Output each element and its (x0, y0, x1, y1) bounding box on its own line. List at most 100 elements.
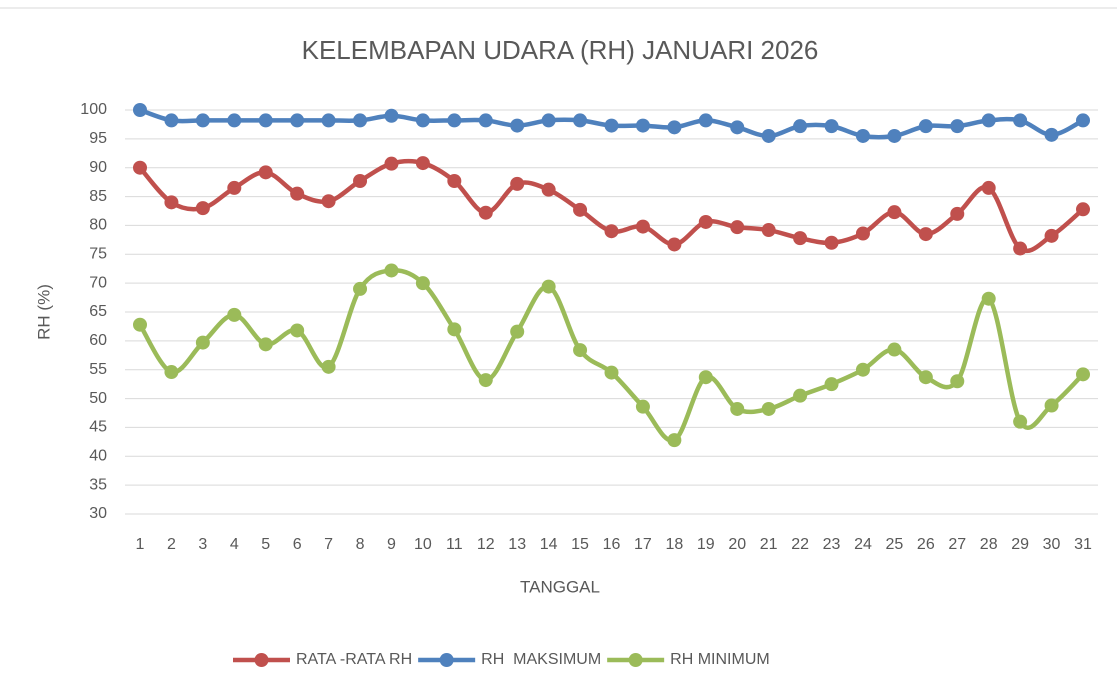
data-point (824, 235, 839, 250)
x-tick-label: 3 (198, 536, 207, 553)
data-point (1013, 241, 1028, 256)
y-tick-label: 55 (89, 361, 107, 378)
x-tick-label: 24 (854, 536, 872, 553)
y-tick-label: 30 (89, 505, 107, 522)
data-point (1044, 228, 1059, 243)
data-point (541, 182, 556, 197)
data-point (918, 119, 933, 134)
data-point (164, 195, 179, 210)
data-point (384, 108, 399, 123)
x-tick-label: 17 (634, 536, 652, 553)
data-point (133, 317, 147, 332)
x-tick-label: 27 (948, 536, 966, 553)
data-point (164, 365, 179, 380)
data-point (761, 223, 776, 238)
data-point (415, 156, 430, 171)
data-point (1076, 113, 1090, 128)
x-tick-label: 4 (230, 536, 239, 553)
x-tick-label: 1 (136, 536, 145, 553)
legend-label: RH MINIMUM (670, 651, 770, 668)
data-point (195, 201, 210, 216)
y-axis-title: RH (%) (34, 284, 53, 340)
data-point (793, 388, 808, 403)
legend-marker (254, 653, 269, 667)
y-tick-label: 75 (89, 246, 107, 263)
data-point (321, 359, 336, 374)
data-point (824, 377, 839, 392)
data-point (667, 120, 682, 135)
data-point (573, 202, 588, 217)
data-point (353, 173, 368, 188)
y-tick-label: 50 (89, 390, 107, 407)
x-tick-label: 30 (1043, 536, 1061, 553)
data-point (384, 263, 399, 278)
x-axis-title: TANGGAL (520, 577, 600, 596)
x-tick-label: 20 (728, 536, 746, 553)
legend-label: RH MAKSIMUM (481, 651, 601, 668)
data-point (824, 119, 839, 134)
y-tick-label: 40 (89, 448, 107, 465)
data-point (321, 113, 336, 128)
data-point (447, 322, 462, 337)
data-point (698, 113, 713, 128)
x-tick-label: 11 (446, 536, 463, 553)
chart-title: KELEMBAPAN UDARA (RH) JANUARI 2026 (302, 35, 819, 65)
data-point (887, 205, 902, 220)
data-point (510, 118, 525, 133)
y-tick-label: 80 (89, 217, 107, 234)
x-tick-label: 21 (760, 536, 778, 553)
data-point (667, 237, 682, 252)
data-point (195, 335, 210, 350)
legend-marker (439, 653, 454, 667)
data-point (478, 373, 493, 388)
data-point (1013, 414, 1028, 429)
data-point (698, 214, 713, 229)
data-point (855, 226, 870, 241)
data-point (164, 113, 179, 128)
data-point (1013, 113, 1028, 128)
data-point (635, 399, 650, 414)
x-tick-label: 26 (917, 536, 935, 553)
x-tick-label: 29 (1011, 536, 1029, 553)
y-tick-label: 95 (89, 130, 107, 147)
data-point (698, 370, 713, 385)
legend-label: RATA -RATA RH (296, 651, 412, 668)
x-tick-label: 10 (414, 536, 432, 553)
x-tick-label: 9 (387, 536, 396, 553)
y-tick-label: 60 (89, 332, 107, 349)
y-tick-label: 65 (89, 303, 107, 320)
y-tick-label: 35 (89, 476, 107, 493)
data-point (950, 206, 965, 221)
data-point (227, 113, 242, 128)
y-tick-label: 85 (89, 188, 107, 205)
data-point (447, 173, 462, 188)
data-point (793, 119, 808, 134)
x-tick-label: 8 (356, 536, 365, 553)
data-point (353, 113, 368, 128)
x-tick-label: 13 (508, 536, 526, 553)
data-point (604, 224, 619, 239)
series-line (138, 268, 1085, 443)
data-point (887, 128, 902, 143)
data-point (290, 323, 305, 338)
data-point (321, 194, 336, 209)
data-point (1076, 202, 1090, 217)
x-tick-label: 15 (571, 536, 589, 553)
x-tick-label: 14 (540, 536, 558, 553)
data-point (258, 113, 273, 128)
x-tick-label: 19 (697, 536, 715, 553)
data-point (950, 374, 965, 389)
data-point (1044, 127, 1059, 142)
x-tick-label: 16 (603, 536, 621, 553)
data-point (855, 362, 870, 377)
data-point (730, 220, 745, 235)
data-point (855, 128, 870, 143)
x-tick-label: 25 (886, 536, 904, 553)
x-tick-label: 23 (823, 536, 841, 553)
data-point (1076, 367, 1090, 382)
x-tick-label: 6 (293, 536, 302, 553)
data-point (604, 118, 619, 133)
x-tick-label: 28 (980, 536, 998, 553)
data-point (635, 219, 650, 234)
